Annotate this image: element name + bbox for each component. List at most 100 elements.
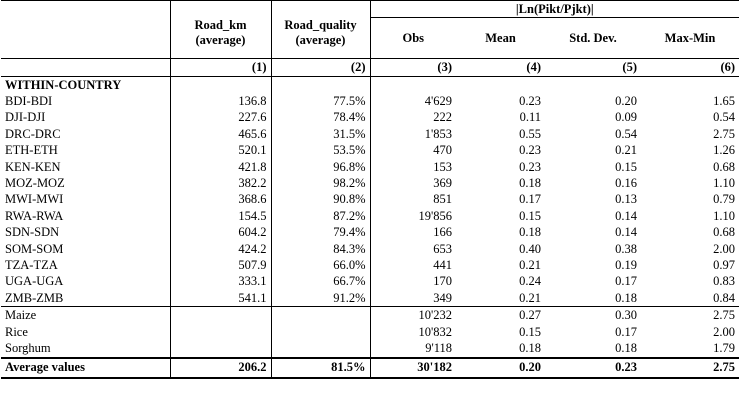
cell-road-km: 382.2	[169, 175, 271, 192]
cell-maxmin: 1.10	[713, 208, 736, 223]
row-label: Maize	[1, 306, 170, 324]
row-label: DRC-DRC	[5, 126, 61, 141]
country-row: UGA-UGA 333.1 66.7% 170 0.24 0.17 0.83	[1, 273, 739, 291]
cell-sd: 0.16	[615, 176, 637, 191]
cell-road-km: 424.2	[169, 240, 271, 258]
cell-sd: 0.14	[615, 225, 637, 240]
cell-sd: 0.21	[615, 143, 637, 158]
cell-maxmin: 2.00	[713, 324, 736, 339]
cell-obs: 30'182	[369, 356, 456, 379]
cell-mean: 0.21	[519, 257, 541, 272]
cell-maxmin: 1.65	[713, 94, 736, 109]
col-number-3: (3)	[369, 58, 456, 77]
cell-road-km: 206.2	[169, 356, 271, 379]
header-span-ln: |Ln(Pikt/Pjkt)|	[369, 0, 740, 18]
header-blank	[1, 0, 170, 18]
cell-mean: 0.18	[519, 340, 541, 355]
header-mean: Mean	[485, 30, 516, 45]
cell-obs: 441	[369, 257, 456, 274]
country-row: TZA-TZA 507.9 66.0% 441 0.21 0.19 0.97	[1, 257, 739, 274]
cell-road-quality: 90.8%	[270, 191, 370, 209]
cell-maxmin: 2.75	[713, 126, 736, 141]
cell-sd: 0.14	[615, 208, 637, 223]
header-maxmin: Max-Min	[664, 30, 716, 45]
cell-sd: 0.17	[615, 274, 637, 289]
row-label: RWA-RWA	[5, 208, 64, 223]
cell-obs: 19'856	[369, 208, 456, 225]
header-blank	[1, 18, 170, 59]
cell-sd: 0.20	[615, 94, 637, 109]
cell-maxmin: 1.10	[713, 176, 736, 191]
row-label: TZA-TZA	[5, 257, 58, 272]
country-row: KEN-KEN 421.8 96.8% 153 0.23 0.15 0.68	[1, 158, 739, 176]
cell-maxmin: 0.84	[713, 290, 736, 305]
country-row: MWI-MWI 368.6 90.8% 851 0.17 0.13 0.79	[1, 191, 739, 209]
country-row: ZMB-ZMB 541.1 91.2% 349 0.21 0.18 0.84	[1, 290, 739, 307]
header-obs: Obs	[369, 17, 456, 59]
cell-road-quality: 77.5%	[270, 93, 370, 110]
cell-road-km: 507.9	[169, 257, 271, 274]
row-label: ZMB-ZMB	[5, 290, 64, 305]
cell-maxmin: 1.26	[713, 143, 736, 158]
col-number-1: (1)	[169, 58, 271, 77]
header-blank	[1, 58, 170, 77]
section-row: WITHIN-COUNTRY	[1, 76, 739, 94]
header-road-km-line2: (average)	[195, 32, 246, 47]
cell-road-quality: 53.5%	[270, 142, 370, 159]
cell-road-quality: 87.2%	[270, 208, 370, 225]
section-blank	[369, 76, 456, 94]
cell-road-quality: 91.2%	[270, 290, 370, 307]
country-row: RWA-RWA 154.5 87.2% 19'856 0.15 0.14 1.10	[1, 208, 739, 225]
header-blank	[169, 0, 271, 18]
cell-sd: 0.54	[615, 126, 637, 141]
header-road-quality-line1: Road_quality	[284, 17, 357, 32]
country-row: DJI-DJI 227.6 78.4% 222 0.11 0.09 0.54	[1, 109, 739, 127]
cell-road-quality	[270, 306, 370, 324]
country-row: DRC-DRC 465.6 31.5% 1'853 0.55 0.54 2.75	[1, 126, 739, 143]
col-number-4: (4)	[456, 58, 545, 77]
country-row: SOM-SOM 424.2 84.3% 653 0.40 0.38 2.00	[1, 240, 739, 258]
cell-mean: 0.17	[519, 192, 541, 207]
cell-obs: 166	[369, 224, 456, 241]
row-label: DJI-DJI	[5, 110, 46, 125]
cell-mean: 0.18	[519, 225, 541, 240]
cell-road-quality: 81.5%	[270, 356, 370, 379]
cell-road-km: 368.6	[169, 191, 271, 209]
cell-road-km: 465.6	[169, 126, 271, 143]
cell-obs: 153	[369, 158, 456, 176]
cell-maxmin: 2.00	[713, 241, 736, 256]
row-label: Sorghum	[5, 340, 51, 355]
header-row-top: |Ln(Pikt/Pjkt)|	[1, 0, 740, 18]
header-road-km-line1: Road_km	[194, 17, 247, 32]
cell-road-km: 227.6	[169, 109, 271, 127]
commodity-row: Maize 10'232 0.27 0.30 2.75	[1, 306, 740, 324]
cell-sd: 0.09	[615, 110, 637, 125]
cell-mean: 0.18	[519, 176, 541, 191]
cell-obs: 851	[369, 191, 456, 209]
country-row: ETH-ETH 520.1 53.5% 470 0.23 0.21 1.26	[1, 142, 739, 159]
cell-mean: 0.55	[519, 126, 541, 141]
cell-road-quality: 79.4%	[270, 224, 370, 241]
cell-obs: 349	[369, 290, 456, 307]
average-row: Average values 206.2 81.5% 30'182 0.20 0.23 2.…	[1, 356, 740, 379]
cell-mean: 0.23	[519, 143, 541, 158]
cell-maxmin: 0.83	[713, 274, 736, 289]
col-number-6: (6)	[641, 58, 740, 77]
cell-maxmin: 1.79	[713, 340, 736, 355]
row-label: ETH-ETH	[5, 143, 58, 158]
cell-sd: 0.13	[615, 192, 637, 207]
header-sd: Std. Dev.	[569, 30, 617, 45]
header-road-quality-line2: (average)	[295, 32, 346, 47]
header-road-quality: Road_quality (average)	[270, 17, 370, 59]
cell-sd: 0.17	[615, 324, 637, 339]
cell-mean: 0.20	[456, 356, 545, 379]
cell-road-km: 154.5	[169, 208, 271, 225]
row-label: MOZ-MOZ	[5, 176, 65, 191]
price-dispersion-table: |Ln(Pikt/Pjkt)| Road_km (average) Road_q…	[1, 0, 740, 379]
cell-obs: 222	[369, 109, 456, 127]
cell-road-quality: 78.4%	[270, 109, 370, 127]
cell-maxmin: 0.68	[713, 159, 736, 174]
cell-mean: 0.15	[519, 208, 541, 223]
cell-mean: 0.23	[519, 159, 541, 174]
cell-obs: 4'629	[369, 93, 456, 110]
